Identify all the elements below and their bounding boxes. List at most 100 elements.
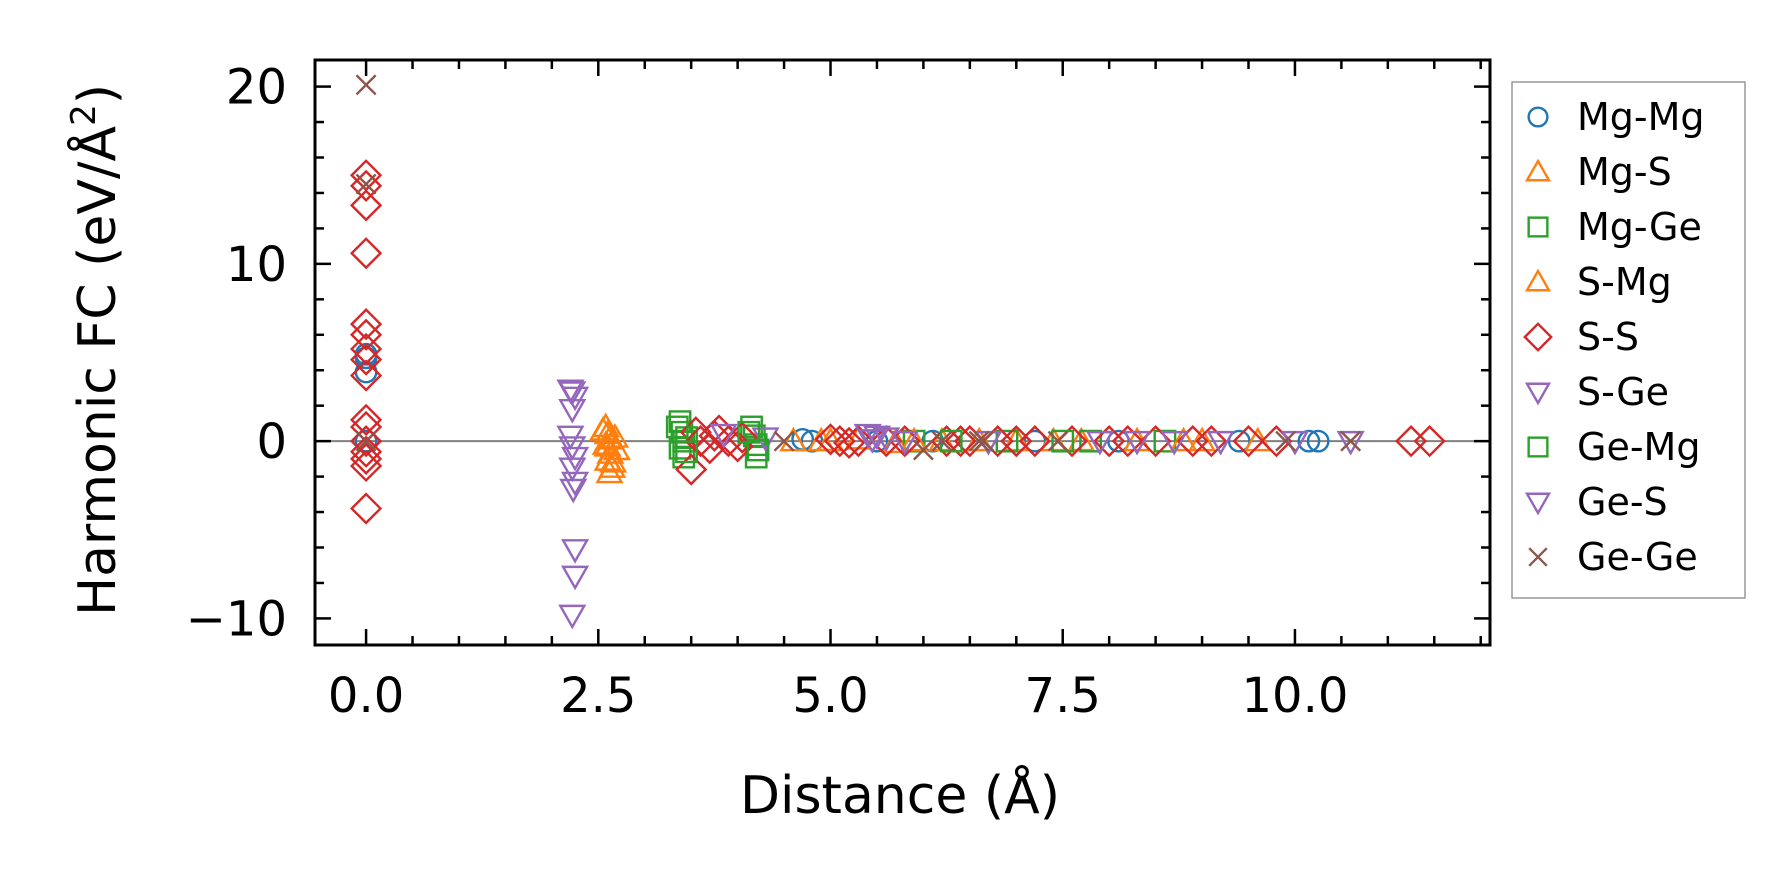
data-point: [355, 430, 377, 452]
data-point: [1232, 425, 1265, 458]
legend-entry-S-Mg: S-Mg: [1524, 260, 1672, 304]
data-point: [842, 425, 875, 458]
data-point: [1047, 430, 1069, 452]
data-point: [740, 415, 763, 439]
legend-entry-S-Ge: S-Ge: [1524, 370, 1669, 414]
legend-label: Mg-Mg: [1577, 95, 1705, 139]
data-point: [853, 423, 882, 449]
data-point: [709, 423, 738, 449]
x-axis-label: Distance (Å): [740, 764, 1060, 826]
data-point: [1122, 430, 1152, 456]
data-point: [973, 430, 995, 452]
data-point: [349, 435, 383, 468]
data-point: [558, 457, 587, 483]
data-point: [675, 440, 698, 464]
plot-area: [315, 74, 1490, 630]
data-point: [349, 403, 383, 436]
legend-marker: [1527, 436, 1549, 458]
data-point: [349, 169, 383, 202]
data-point: [746, 438, 770, 462]
legend-label: Mg-S: [1577, 150, 1672, 194]
legend-marker: [1527, 216, 1549, 238]
legend-entry-Ge-S: Ge-S: [1524, 480, 1668, 524]
data-point: [862, 425, 892, 451]
data-point: [1336, 430, 1365, 456]
legend-marker: [1524, 382, 1552, 406]
legend-label: Ge-Mg: [1577, 425, 1700, 469]
x-tick-label: 10.0: [1242, 668, 1349, 724]
legend-label: S-S: [1577, 315, 1639, 359]
data-point: [1195, 425, 1228, 458]
data-point: [890, 430, 919, 456]
data-point: [1413, 425, 1446, 458]
series-Ge-S: [556, 379, 1365, 504]
legend-entry-Mg-S: Mg-S: [1524, 150, 1672, 194]
data-point: [832, 426, 866, 460]
data-point: [349, 308, 383, 341]
data-point: [349, 442, 383, 475]
data-point: [355, 173, 377, 195]
y-tick-label: 20: [226, 60, 287, 116]
data-point: [561, 565, 590, 591]
y-tick-label: −10: [186, 591, 287, 647]
legend-label: Ge-S: [1577, 480, 1668, 524]
data-point: [1051, 429, 1075, 453]
legend-label: Mg-Ge: [1577, 205, 1702, 249]
data-point: [349, 332, 383, 366]
y-axis-label: Harmonic FC (eV/Å2): [64, 84, 128, 616]
series-Ge-Ge: [355, 74, 1362, 461]
data-point: [1107, 429, 1130, 453]
data-point: [355, 74, 377, 96]
data-point: [968, 430, 990, 452]
data-point: [995, 429, 1019, 453]
data-point: [349, 189, 383, 222]
x-tick-label: 2.5: [560, 668, 636, 724]
data-point: [931, 430, 953, 452]
data-point: [349, 359, 383, 392]
data-point: [726, 421, 759, 454]
data-point: [349, 492, 383, 525]
axes-frame: [313, 58, 1492, 647]
data-point: [1275, 430, 1297, 452]
data-point: [675, 453, 708, 486]
data-point: [1169, 426, 1198, 452]
data-point: [591, 430, 620, 455]
data-point: [1187, 426, 1217, 452]
legend-entry-S-S: S-S: [1523, 315, 1639, 359]
data-point: [349, 237, 383, 270]
legend: Mg-Mg Mg-S Mg-Ge S-Mg S-S S-Ge Ge-Mg Ge-S Ge-Ge: [1511, 81, 1746, 599]
data-point: [1085, 430, 1114, 456]
legend-marker: [1528, 547, 1548, 567]
data-point: [814, 423, 847, 456]
legend-marker: [1523, 322, 1553, 352]
legend-marker: [1524, 158, 1552, 182]
data-point: [744, 445, 768, 469]
data-point: [349, 343, 383, 376]
legend-entry-Mg-Ge: Mg-Ge: [1527, 205, 1702, 249]
data-point: [944, 425, 977, 458]
legend-entry-Mg-Mg: Mg-Mg: [1527, 95, 1705, 139]
legend-marker: [1527, 106, 1549, 128]
legend-label: S-Ge: [1577, 370, 1669, 414]
x-tick-label: 7.5: [1025, 668, 1101, 724]
series-S-S: [349, 159, 1446, 525]
data-point: [561, 471, 590, 497]
data-point: [773, 430, 795, 452]
legend-label: S-Mg: [1577, 260, 1672, 304]
axes: 0.0 2.5 5.0 7.5 10.0 −10 0 10 20: [186, 58, 1492, 724]
data-point: [900, 426, 929, 452]
legend-entry-Ge-Mg: Ge-Mg: [1527, 425, 1700, 469]
data-point: [665, 415, 689, 439]
x-tick-label: 5.0: [792, 668, 868, 724]
data-point: [1160, 430, 1189, 456]
data-point: [912, 439, 934, 461]
data-point: [1227, 429, 1251, 453]
data-point: [559, 478, 588, 504]
data-point: [858, 429, 887, 454]
data-point: [561, 539, 590, 564]
data-point: [599, 447, 628, 473]
data-point: [558, 604, 587, 630]
data-point: [1018, 425, 1051, 458]
legend-marker: [1524, 268, 1552, 292]
